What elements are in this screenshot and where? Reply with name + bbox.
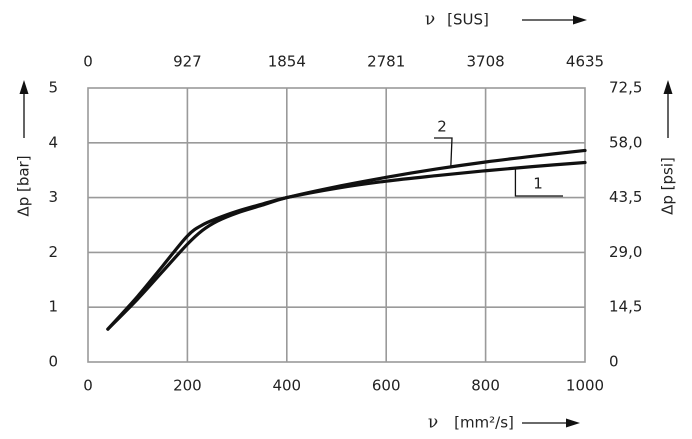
- y-left-tick-label: 1: [48, 298, 58, 316]
- y-right-axis-arrowhead: [663, 80, 673, 94]
- y-right-tick-label: 58,0: [609, 133, 642, 151]
- plot-frame: [87, 87, 586, 363]
- y-left-tick-label: 3: [48, 188, 58, 206]
- y-left-tick-label: 2: [48, 243, 58, 261]
- series-1-line: [106, 160, 587, 331]
- x-bottom-tick-label: 400: [272, 377, 301, 395]
- x-bottom-tick-label: 1000: [566, 377, 604, 395]
- x-top-tick-label: 1854: [268, 53, 306, 71]
- x-bottom-tick-label: 200: [173, 377, 202, 395]
- series-1-leader: [514, 167, 563, 197]
- x-top-axis-unit: [SUS]: [447, 11, 489, 29]
- series-2-leader: [434, 137, 453, 167]
- x-bottom-tick-label: 600: [372, 377, 401, 395]
- y-right-tick-label: 14,5: [609, 298, 642, 316]
- y-left-axis-title: Δp [bar]: [15, 155, 33, 216]
- series-2-line: [106, 148, 587, 331]
- x-top-tick-label: 0: [83, 53, 93, 71]
- y-right-tick-label: 72,5: [609, 79, 642, 97]
- y-left-tick-label: 4: [48, 133, 58, 151]
- y-right-axis-title: Δp [psi]: [659, 157, 677, 215]
- x-top-tick-label: 927: [173, 53, 202, 71]
- series-2-label: 2: [437, 118, 447, 136]
- x-top-tick-label: 4635: [566, 53, 604, 71]
- x-top-tick-label: 3708: [467, 53, 505, 71]
- x-top-tick-label: 2781: [367, 53, 405, 71]
- y-right-tick-label: 29,0: [609, 243, 642, 261]
- y-right-tick-label: 43,5: [609, 188, 642, 206]
- y-left-tick-label: 0: [48, 353, 58, 371]
- y-left-tick-label: 5: [48, 79, 58, 97]
- y-left-axis-arrowhead: [19, 80, 29, 94]
- y-right-tick-label: 0: [609, 353, 619, 371]
- x-bottom-axis-unit: [mm²/s]: [454, 414, 514, 432]
- x-bottom-tick-label: 800: [471, 377, 500, 395]
- x-bottom-axis-arrowhead: [566, 418, 580, 428]
- x-bottom-axis-symbol: ν: [428, 413, 438, 433]
- series-1-label: 1: [533, 175, 543, 193]
- x-top-axis-symbol: ν: [425, 10, 435, 30]
- x-bottom-tick-label: 0: [83, 377, 93, 395]
- x-top-axis-arrowhead: [573, 15, 587, 25]
